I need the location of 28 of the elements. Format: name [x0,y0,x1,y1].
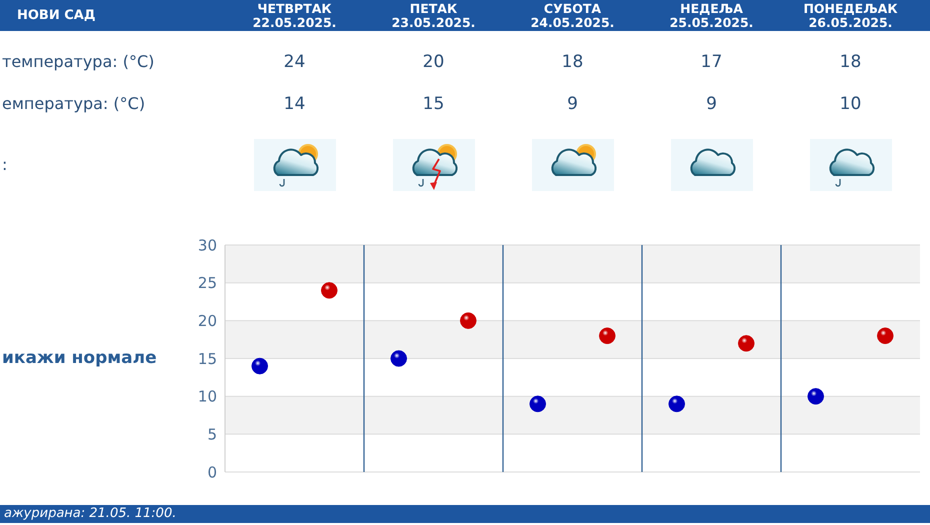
data-label: 18 [560,52,584,72]
text: ПОНЕДЕЉАК 26.05.2025. [802,0,899,30]
text: СУБОТА 24.05.2025. [530,0,616,30]
data-label: 24 [282,52,306,72]
data-label: 17 [700,52,724,72]
text: икажи нормале [2,348,157,368]
data-label: 9 [566,94,579,114]
data-label: 14 [282,94,306,114]
y-tick-label: 25 [198,274,217,292]
text: НОВИ САД [17,8,96,23]
text: ЧЕТВРТАК 22.05.2025. [252,0,338,30]
data-label: 18 [838,52,862,72]
text: ажурирана: 21.05. 11:00. [4,506,176,521]
text: температура: (°C) [2,52,154,71]
text: : [2,155,8,174]
data-label: 15 [422,94,446,114]
y-tick-label: 0 [207,463,217,482]
y-tick-label: 5 [207,425,217,444]
y-tick-label: 15 [198,350,217,368]
text: емпература: (°C) [2,94,146,113]
text: ПЕТАК 23.05.2025. [390,0,476,30]
text: НЕДЕЉА 25.05.2025. [668,0,754,30]
data-label: 10 [838,94,862,114]
y-tick-label: 10 [198,388,217,406]
data-label: 9 [705,94,718,114]
y-tick-label: 20 [198,312,217,330]
y-tick-label: 30 [198,236,217,254]
data-label: 20 [422,52,446,72]
